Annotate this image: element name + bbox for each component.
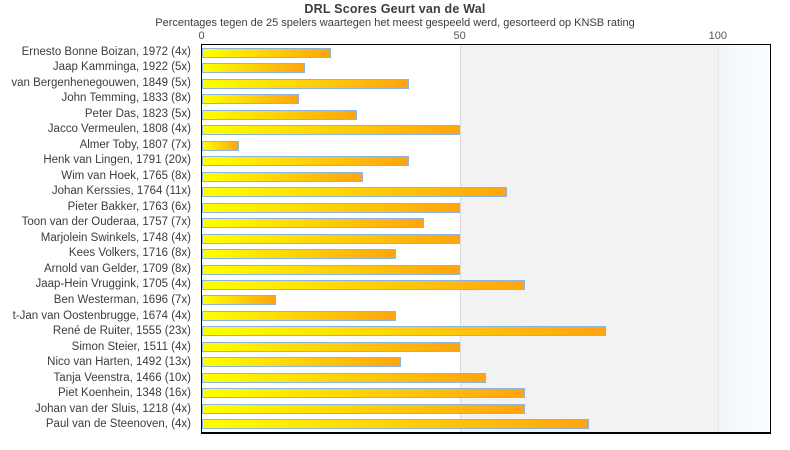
bar-row	[202, 370, 770, 385]
y-axis-label: Peter Das, 1823 (5x)	[84, 107, 191, 120]
bar	[202, 233, 460, 244]
bar	[202, 140, 239, 151]
bar-row	[202, 324, 770, 339]
bar	[202, 218, 424, 229]
bar	[202, 295, 276, 306]
y-axis-label: Pieter Bakker, 1763 (6x)	[67, 200, 191, 213]
bar-row	[202, 308, 770, 323]
bar	[202, 403, 525, 414]
chart-title: DRL Scores Geurt van de Wal	[304, 2, 486, 16]
y-axis-label: Ben Westerman, 1696 (7x)	[53, 294, 191, 306]
bar-row	[202, 91, 770, 106]
bar-row	[202, 138, 770, 153]
bar	[202, 109, 357, 120]
bar	[202, 47, 331, 58]
y-axis-label: Henk van Lingen, 1791 (20x)	[43, 154, 191, 167]
bar	[202, 78, 409, 89]
band-50-100	[460, 45, 719, 432]
bar	[202, 187, 507, 198]
plot-area	[201, 44, 771, 434]
bar	[202, 264, 460, 275]
bar-row	[202, 386, 770, 401]
bar-row	[202, 122, 770, 137]
y-axis-label: Nico van Harten, 1492 (13x)	[47, 356, 191, 369]
bar-row	[202, 76, 770, 91]
chart-subtitle: Percentages tegen de 25 spelers waartege…	[155, 17, 635, 29]
y-axis-label: Jacco Vermeulen, 1808 (4x)	[47, 123, 191, 136]
bar-row	[202, 262, 770, 277]
bar-row	[202, 355, 770, 370]
bar	[202, 125, 460, 136]
bar-rows	[202, 45, 770, 432]
bar	[202, 171, 363, 182]
bar-row	[202, 246, 770, 261]
bar	[202, 249, 396, 260]
bar-row	[202, 417, 770, 432]
x-axis-tick-label: 100	[708, 30, 728, 42]
x-axis-tick-label: 50	[453, 30, 466, 42]
bar	[202, 94, 299, 105]
bar	[202, 372, 486, 383]
y-axis-label: Simon Steier, 1511 (4x)	[71, 340, 191, 353]
y-axis-label: Jaap-Hein Vruggink, 1705 (4x)	[35, 278, 191, 291]
y-axis-label: Toon van der Ouderaa, 1757 (7x)	[21, 216, 191, 229]
y-axis-label: Marjolein Swinkels, 1748 (4x)	[40, 231, 191, 244]
bar-row	[202, 293, 770, 308]
bar-row	[202, 184, 770, 199]
bar	[202, 63, 305, 74]
bar	[202, 341, 460, 352]
y-axis-label: Jaap Kamminga, 1922 (5x)	[52, 61, 191, 74]
y-axis-label: John Temming, 1833 (8x)	[61, 92, 191, 105]
y-axis-label: René de Ruiter, 1555 (23x)	[52, 325, 191, 338]
y-axis-labels: Ernesto Bonne Boizan, 1972 (4x) Jaap Kamm…	[0, 44, 196, 432]
y-axis-label: Almer Toby, 1807 (7x)	[79, 138, 191, 151]
bar	[202, 326, 606, 337]
bar-row	[202, 200, 770, 215]
y-axis-label: Johan van der Sluis, 1218 (4x)	[35, 402, 191, 415]
bar-row	[202, 401, 770, 416]
bar	[202, 310, 396, 321]
bar	[202, 156, 409, 167]
bar	[202, 280, 525, 290]
y-axis-label: Wim van Hoek, 1765 (8x)	[61, 169, 191, 182]
y-axis-label: van Bergenhenegouwen, 1849 (5x)	[11, 76, 191, 89]
bar-row	[202, 231, 770, 246]
bar-row	[202, 169, 770, 184]
y-axis-label: t-Jan van Oostenbrugge, 1674 (4x)	[12, 309, 191, 322]
bar	[202, 202, 460, 213]
bar-row	[202, 107, 770, 122]
y-axis-label: Kees Volkers, 1716 (8x)	[68, 247, 191, 260]
y-axis-label: Arnold van Gelder, 1709 (8x)	[43, 262, 191, 275]
bar	[202, 357, 401, 368]
y-axis-label: Tanja Veenstra, 1466 (10x)	[53, 371, 191, 384]
y-axis-label: Johan Kerssies, 1764 (11x)	[51, 185, 191, 198]
bar-row	[202, 60, 770, 75]
y-axis-label: Piet Koenhein, 1348 (16x)	[58, 387, 191, 400]
bar-row	[202, 45, 770, 60]
bar-row	[202, 339, 770, 354]
y-axis-label: Paul van de Steenoven, (4x)	[45, 418, 191, 431]
band-beyond-100	[718, 45, 770, 432]
bar-row	[202, 153, 770, 168]
x-axis-tick-label: 0	[198, 30, 205, 42]
bar	[202, 388, 525, 399]
y-axis-label: Ernesto Bonne Boizan, 1972 (4x)	[21, 45, 191, 58]
bar-row	[202, 277, 770, 292]
bar-row	[202, 215, 770, 230]
bar	[202, 419, 589, 430]
